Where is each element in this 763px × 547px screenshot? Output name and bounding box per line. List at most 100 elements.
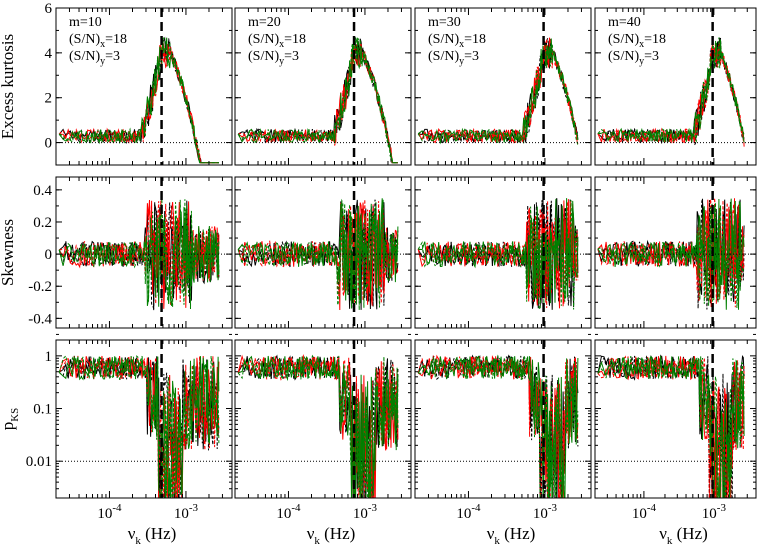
series-group	[58, 198, 220, 311]
x-tick-label: 10-3	[174, 502, 199, 522]
series-group	[237, 354, 399, 498]
y-tick-label: -0.4	[28, 311, 52, 327]
panel-frame	[414, 176, 592, 329]
series-line	[417, 200, 579, 312]
annotation-m: m=20	[248, 15, 281, 30]
annotation-m: m=30	[428, 15, 461, 30]
x-tick-label: 10-4	[456, 502, 481, 522]
y-tick-label: 4	[45, 46, 53, 62]
series-line	[58, 206, 220, 307]
annotation-sny: (S/N)y=3	[428, 49, 479, 67]
row-label: Excess kurtosis	[0, 34, 17, 139]
y-tick-label: 0	[45, 247, 53, 263]
panel-r1-c0: -0.4 -0.2 0 0.2 0.4	[28, 176, 233, 335]
x-axis-label: νk (Hz)	[128, 524, 177, 547]
panel-frame	[414, 339, 592, 499]
y-tick-label: 0.4	[33, 183, 52, 199]
x-axis-label: νk (Hz)	[307, 524, 356, 547]
series-line	[237, 199, 399, 310]
panel-frame	[414, 7, 592, 166]
annotation-sny: (S/N)y=3	[69, 49, 120, 67]
series-group	[237, 37, 398, 164]
panel-r0-c2: m=30 (S/N)x=18(S/N)y=3	[414, 7, 592, 166]
annotation-sny: (S/N)y=3	[248, 49, 299, 67]
panel-r1-c3	[594, 176, 757, 335]
series-line	[237, 37, 398, 164]
series-line	[58, 40, 219, 164]
series-group	[237, 198, 399, 311]
annotation-snx: (S/N)x=18	[608, 32, 666, 50]
series-line	[417, 39, 579, 146]
series-group	[58, 36, 219, 164]
y-tick-label: 1	[45, 349, 53, 365]
series-line	[58, 354, 220, 498]
panel-r1-c2	[414, 176, 592, 335]
annotation-snx: (S/N)x=18	[428, 32, 486, 50]
annotation-snx: (S/N)x=18	[69, 32, 127, 50]
series-line	[237, 199, 399, 309]
series-group	[417, 37, 579, 146]
row-label: Skewness	[0, 219, 17, 286]
series-group	[417, 354, 579, 498]
panel-frame	[594, 339, 757, 499]
series-line	[597, 198, 745, 310]
series-group	[597, 37, 745, 147]
panel-frame	[55, 7, 233, 166]
series-line	[238, 355, 399, 498]
panel-grid: 0246m=10(S/N)x=18(S/N)y=3m=20(S/N)x=18(S…	[26, 1, 757, 522]
panel-frame	[55, 339, 233, 499]
panel-r0-c1: m=20 (S/N)x=18(S/N)y=3	[234, 7, 412, 166]
x-axis-label: νk (Hz)	[487, 524, 536, 547]
series-line	[597, 355, 745, 498]
x-axis-label: νk (Hz)	[659, 524, 708, 547]
x-tick-label: 10-3	[353, 502, 378, 522]
panel-frame	[594, 176, 757, 329]
y-tick-label: 0.2	[33, 215, 52, 231]
panel-r2-c1: 10-4 10-3	[234, 339, 412, 522]
series-line	[237, 198, 399, 309]
series-line	[237, 354, 399, 498]
x-axis-labels: νk (Hz) νk (Hz) νk (Hz) νk (Hz)	[128, 524, 708, 547]
panel-frame	[594, 7, 757, 166]
series-line	[237, 198, 399, 311]
series-group	[597, 197, 745, 310]
y-tick-label: 2	[45, 91, 53, 107]
series-line	[238, 42, 398, 164]
panel-r2-c3: 10-4 10-3	[594, 339, 757, 522]
series-group	[417, 197, 579, 312]
y-tick-label: 0	[45, 136, 53, 152]
series-group	[597, 354, 745, 498]
series-line	[58, 356, 220, 498]
annotation-m: m=40	[608, 15, 641, 30]
series-line	[237, 356, 399, 498]
row-label: pKS	[0, 408, 21, 431]
panel-frame	[234, 176, 412, 329]
panel-frame	[55, 176, 233, 329]
series-line	[58, 198, 220, 310]
annotation-sny: (S/N)y=3	[608, 49, 659, 67]
series-line	[597, 201, 745, 309]
y-tick-label: 0.1	[33, 402, 52, 418]
x-tick-label: 10-3	[702, 502, 727, 522]
annotation-snx: (S/N)x=18	[248, 32, 306, 50]
y-tick-label: -0.2	[28, 279, 52, 295]
series-line	[597, 37, 745, 144]
panel-r0-c0: 0 2 4 6 m=10 (S/N)x=18(S/N)y=3	[45, 1, 233, 166]
panel-r2-c0: 0.01 0.1 1 10-4 10-3	[26, 339, 233, 522]
series-line	[597, 355, 745, 498]
x-tick-label: 10-4	[276, 502, 301, 522]
row-labels: Excess kurtosis Skewness pKS	[0, 34, 21, 430]
y-tick-label: 6	[45, 1, 53, 17]
series-line	[59, 37, 219, 164]
panel-r2-c2: 10-4 10-3	[414, 339, 592, 522]
series-group	[58, 354, 220, 498]
annotation-m: m=10	[69, 15, 102, 30]
panel-frame	[234, 339, 412, 499]
y-tick-label: 0.01	[26, 454, 52, 470]
panel-r1-c1	[234, 176, 412, 335]
panel-r0-c3: m=40 (S/N)x=18(S/N)y=3	[594, 7, 757, 166]
series-line	[417, 38, 579, 144]
panel-frame	[234, 7, 412, 166]
x-tick-label: 10-3	[533, 502, 558, 522]
